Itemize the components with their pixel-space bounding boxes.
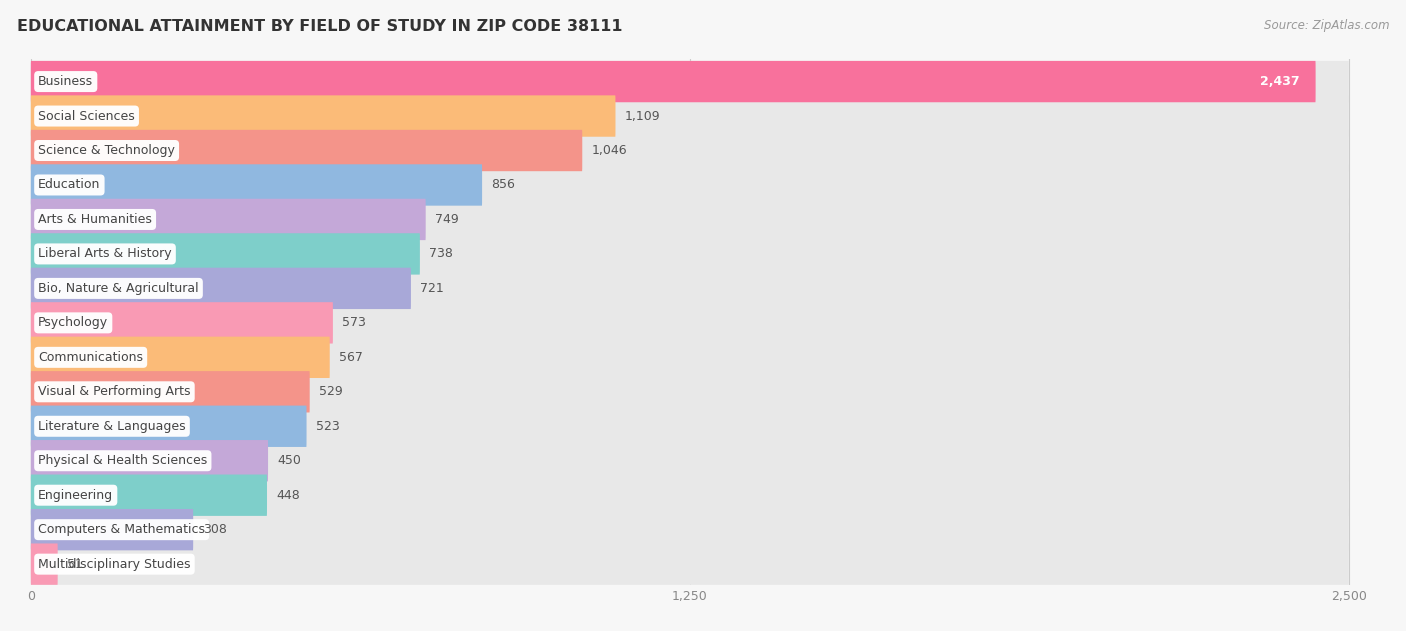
Text: Source: ZipAtlas.com: Source: ZipAtlas.com <box>1264 19 1389 32</box>
Text: Communications: Communications <box>38 351 143 364</box>
FancyBboxPatch shape <box>31 164 1348 206</box>
FancyBboxPatch shape <box>31 130 582 171</box>
Text: 448: 448 <box>277 488 301 502</box>
FancyBboxPatch shape <box>31 233 420 274</box>
Text: Psychology: Psychology <box>38 316 108 329</box>
FancyBboxPatch shape <box>31 337 330 378</box>
Text: EDUCATIONAL ATTAINMENT BY FIELD OF STUDY IN ZIP CODE 38111: EDUCATIONAL ATTAINMENT BY FIELD OF STUDY… <box>17 19 623 34</box>
FancyBboxPatch shape <box>31 406 307 447</box>
Text: 1,109: 1,109 <box>626 110 661 122</box>
FancyBboxPatch shape <box>31 233 1348 274</box>
Text: Arts & Humanities: Arts & Humanities <box>38 213 152 226</box>
Text: 1,046: 1,046 <box>592 144 627 157</box>
FancyBboxPatch shape <box>31 371 309 413</box>
FancyBboxPatch shape <box>31 371 1348 413</box>
FancyBboxPatch shape <box>31 302 1348 343</box>
Text: Physical & Health Sciences: Physical & Health Sciences <box>38 454 208 467</box>
Text: 856: 856 <box>492 179 516 191</box>
Text: Engineering: Engineering <box>38 488 114 502</box>
Text: Science & Technology: Science & Technology <box>38 144 176 157</box>
Text: Bio, Nature & Agricultural: Bio, Nature & Agricultural <box>38 282 198 295</box>
Text: 51: 51 <box>67 558 83 570</box>
FancyBboxPatch shape <box>31 406 1348 447</box>
FancyBboxPatch shape <box>31 509 1348 550</box>
Text: 2,437: 2,437 <box>1260 75 1299 88</box>
FancyBboxPatch shape <box>31 509 193 550</box>
Text: Computers & Mathematics: Computers & Mathematics <box>38 523 205 536</box>
Text: 721: 721 <box>420 282 444 295</box>
FancyBboxPatch shape <box>31 337 1348 378</box>
FancyBboxPatch shape <box>31 268 1348 309</box>
Text: Visual & Performing Arts: Visual & Performing Arts <box>38 386 191 398</box>
Text: Education: Education <box>38 179 101 191</box>
FancyBboxPatch shape <box>31 268 411 309</box>
Text: Business: Business <box>38 75 93 88</box>
FancyBboxPatch shape <box>31 164 482 206</box>
Text: 567: 567 <box>339 351 363 364</box>
Text: 308: 308 <box>202 523 226 536</box>
Text: 529: 529 <box>319 386 343 398</box>
Text: Liberal Arts & History: Liberal Arts & History <box>38 247 172 261</box>
FancyBboxPatch shape <box>31 61 1348 102</box>
FancyBboxPatch shape <box>31 61 1316 102</box>
FancyBboxPatch shape <box>31 475 267 516</box>
FancyBboxPatch shape <box>31 475 1348 516</box>
FancyBboxPatch shape <box>31 440 1348 481</box>
FancyBboxPatch shape <box>31 199 426 240</box>
Text: 573: 573 <box>343 316 367 329</box>
Text: 749: 749 <box>436 213 458 226</box>
Text: Multidisciplinary Studies: Multidisciplinary Studies <box>38 558 191 570</box>
Text: 738: 738 <box>429 247 453 261</box>
FancyBboxPatch shape <box>31 543 1348 585</box>
Text: Literature & Languages: Literature & Languages <box>38 420 186 433</box>
FancyBboxPatch shape <box>31 95 616 137</box>
FancyBboxPatch shape <box>31 440 269 481</box>
FancyBboxPatch shape <box>31 130 1348 171</box>
FancyBboxPatch shape <box>31 543 58 585</box>
FancyBboxPatch shape <box>31 95 1348 137</box>
FancyBboxPatch shape <box>31 302 333 343</box>
Text: 450: 450 <box>277 454 301 467</box>
Text: 523: 523 <box>316 420 340 433</box>
FancyBboxPatch shape <box>31 199 1348 240</box>
Text: Social Sciences: Social Sciences <box>38 110 135 122</box>
